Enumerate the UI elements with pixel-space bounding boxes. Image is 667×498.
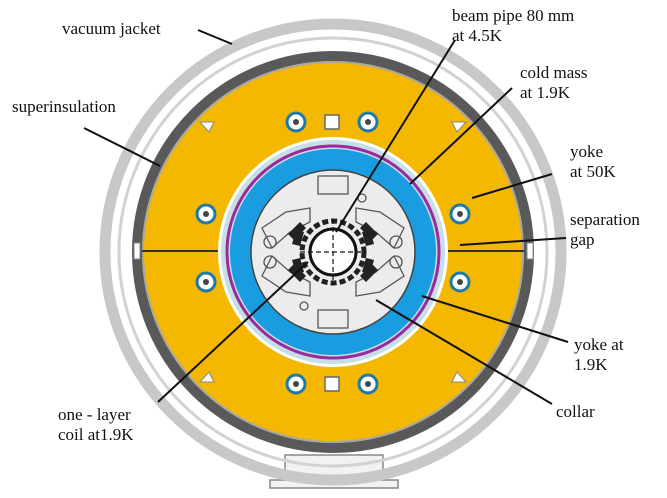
yoke-notches xyxy=(133,121,534,383)
leader-lines xyxy=(83,29,569,405)
label-separation-gap: separation gap xyxy=(570,210,640,249)
label-yoke-19k: yoke at 1.9K xyxy=(574,335,624,374)
label-yoke-50k: yoke at 50K xyxy=(570,142,616,181)
bolt-hole-center xyxy=(293,119,299,125)
alignment-key xyxy=(324,114,340,130)
collar-details xyxy=(261,175,405,329)
vacuum-jacket-ring xyxy=(99,18,567,486)
label-cold-mass: cold mass at 1.9K xyxy=(520,63,588,102)
beam-axis-cross xyxy=(300,219,366,285)
magenta-ring xyxy=(225,144,441,360)
bolt-hole-center xyxy=(457,211,463,217)
label-coil: one - layer coil at1.9K xyxy=(58,405,134,444)
label-beam-pipe: beam pipe 80 mm at 4.5K xyxy=(452,6,575,45)
bolt-hole-center xyxy=(203,211,209,217)
label-vacuum-jacket: vacuum jacket xyxy=(62,19,161,38)
alignment-key xyxy=(324,376,340,392)
label-collar: collar xyxy=(556,402,595,421)
bolt-hole-center xyxy=(203,279,209,285)
superinsulation-ring xyxy=(117,36,549,468)
bolt-hole-center xyxy=(365,119,371,125)
bolt-hole-center xyxy=(293,381,299,387)
bolt-hole-center xyxy=(365,381,371,387)
label-superinsulation: superinsulation xyxy=(12,97,116,116)
yoke-bolt-holes xyxy=(195,111,471,395)
bolt-hole-center xyxy=(457,279,463,285)
